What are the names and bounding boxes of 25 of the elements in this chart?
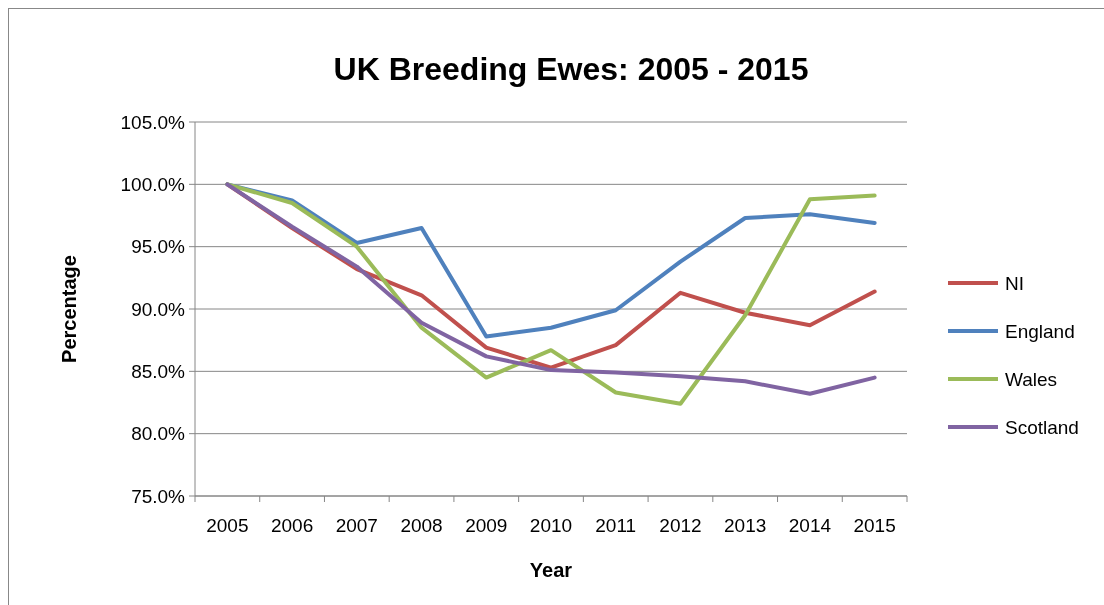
y-axis-title: Percentage <box>58 255 80 363</box>
legend-label: Wales <box>1005 368 1058 390</box>
x-tick-label: 2008 <box>400 515 443 536</box>
y-tick-label: 105.0% <box>120 111 186 133</box>
x-tick-label: 2005 <box>206 515 249 536</box>
y-tick-label: 80.0% <box>131 423 186 445</box>
x-axis-title: Year <box>529 559 573 581</box>
x-tick-label: 2012 <box>659 515 702 536</box>
chart-title: UK Breeding Ewes: 2005 - 2015 <box>333 51 809 87</box>
legend-label: Scotland <box>1005 416 1079 438</box>
y-tick-label: 85.0% <box>131 360 186 382</box>
y-tick-label: 100.0% <box>120 173 186 195</box>
x-tick-label: 2015 <box>853 515 896 536</box>
x-tick-label: 2014 <box>788 515 832 536</box>
x-tick-label: 2007 <box>335 515 378 536</box>
legend-label: NI <box>1005 272 1024 294</box>
y-tick-label: 90.0% <box>131 298 186 320</box>
y-tick-label: 95.0% <box>131 236 186 258</box>
x-tick-label: 2011 <box>595 515 637 536</box>
x-tick-label: 2010 <box>529 515 573 536</box>
y-tick-label: 75.0% <box>131 485 186 507</box>
x-tick-label: 2006 <box>270 515 314 536</box>
x-tick-label: 2013 <box>724 515 767 536</box>
legend-label: England <box>1005 320 1075 342</box>
x-tick-label: 2009 <box>465 515 508 536</box>
